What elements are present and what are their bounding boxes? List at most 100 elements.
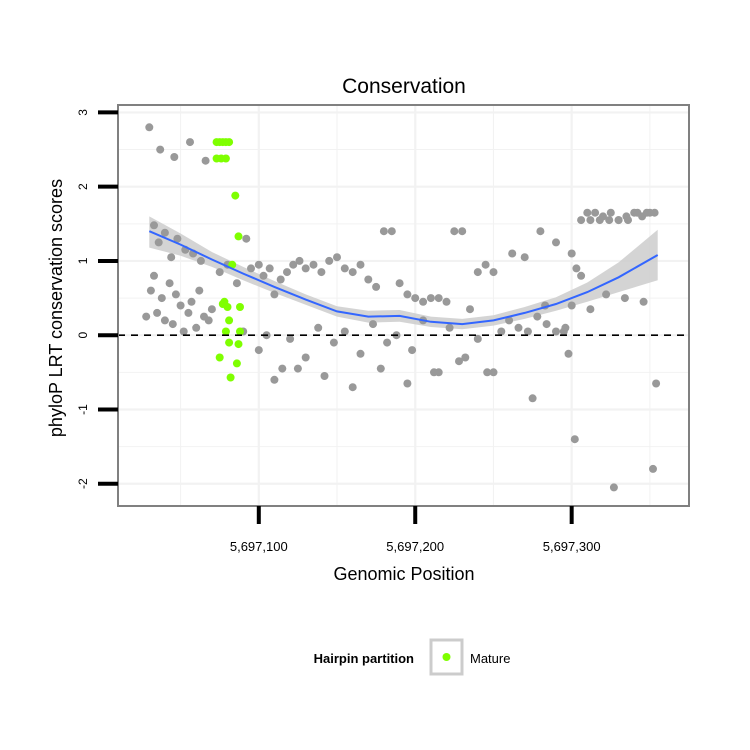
data-point-other [572,264,581,273]
data-point-other [614,216,623,225]
data-point-other [430,368,438,377]
data-point-other [372,282,381,291]
data-point-other [450,227,459,236]
data-point-other [473,268,482,277]
data-point-other [577,271,586,280]
data-point-other [605,216,614,225]
data-point-other [395,279,404,288]
data-point-other [270,375,279,384]
data-point-other [176,301,185,310]
axis-layer: 3 2 1 0 -1 -2 5,697,100 5,697,200 5,697,300 [76,109,601,554]
ribbon-layer [149,216,658,330]
data-point-other [523,327,532,336]
data-point-other [408,346,417,355]
data-point-other [461,353,470,362]
data-point-other [301,353,310,362]
data-point-other [270,290,279,299]
data-point-other [295,256,304,265]
data-point-other [497,327,506,336]
y-tick-label: 3 [76,109,90,116]
data-point-other [434,294,443,303]
data-point-other [586,216,595,225]
data-point-mature [232,359,241,368]
data-point-other [293,364,302,373]
legend-key-mature-point [442,653,451,661]
data-point-other [196,256,205,265]
data-point-other [559,327,568,336]
data-point-other [564,349,573,358]
data-point-other [325,256,334,265]
point-layer [142,123,661,492]
data-point-other [602,290,611,299]
data-point-other [620,294,629,303]
data-point-other [455,357,463,366]
x-tick-label: 5,697,300 [543,539,601,554]
y-tick-label: 2 [76,183,90,190]
data-point-other [652,379,661,388]
data-point-other [247,264,255,273]
y-tick-label: 0 [76,332,90,339]
data-point-other [536,227,545,236]
data-point-other [232,279,241,288]
data-point-other [466,305,474,314]
data-point-other [254,346,263,355]
data-point-other [179,327,188,336]
data-point-other [633,208,642,217]
data-point-other [403,379,412,388]
data-point-other [649,464,657,473]
data-point-mature [231,191,240,200]
y-tick-label: 1 [76,257,90,264]
data-point-other [146,286,155,295]
data-point-other [567,301,576,310]
data-point-other [586,305,595,314]
data-point-mature [225,316,234,325]
data-point-other [505,316,514,325]
data-point-other [171,290,180,299]
data-point-other [254,260,263,269]
legend-title: Hairpin partition [314,651,414,666]
data-point-mature [221,327,230,336]
data-point-other [508,249,517,258]
data-point-other [379,227,388,236]
data-point-mature [221,154,230,163]
data-point-other [514,323,523,332]
data-point-other [168,320,177,329]
chart-title: Conservation [342,75,466,98]
y-axis-title: phyloP LRT conservation scores [46,179,66,437]
data-point-other [570,435,579,444]
data-point-other [364,275,373,284]
data-point-other [242,234,251,243]
data-point-other [403,290,412,299]
y-tick-label: -2 [76,478,90,489]
data-point-other [489,268,498,277]
data-point-other [340,327,349,336]
data-point-other [317,268,326,277]
data-point-other [533,312,542,321]
data-point-other [577,216,586,225]
data-point-other [150,271,158,280]
data-point-other [483,368,492,377]
data-point-other [520,253,529,262]
data-point-other [145,123,154,132]
data-point-other [289,260,298,269]
data-point-mature [234,232,243,241]
data-point-mature [225,338,234,347]
grid-layer [118,105,689,506]
data-point-other [173,234,182,243]
data-point-other [320,372,329,380]
data-point-other [160,316,169,325]
data-point-mature [236,303,244,311]
data-point-other [642,208,651,217]
data-point-other [387,227,396,236]
data-point-other [192,323,201,332]
data-point-mature [234,340,243,349]
data-point-other [156,145,165,154]
data-point-other [259,271,268,280]
data-point-other [195,286,204,295]
data-point-other [624,216,632,225]
data-point-other [170,153,179,161]
data-point-other [383,338,392,347]
data-point-mature [226,373,235,382]
y-tick-label: -1 [76,404,90,415]
data-point-other [356,349,365,358]
